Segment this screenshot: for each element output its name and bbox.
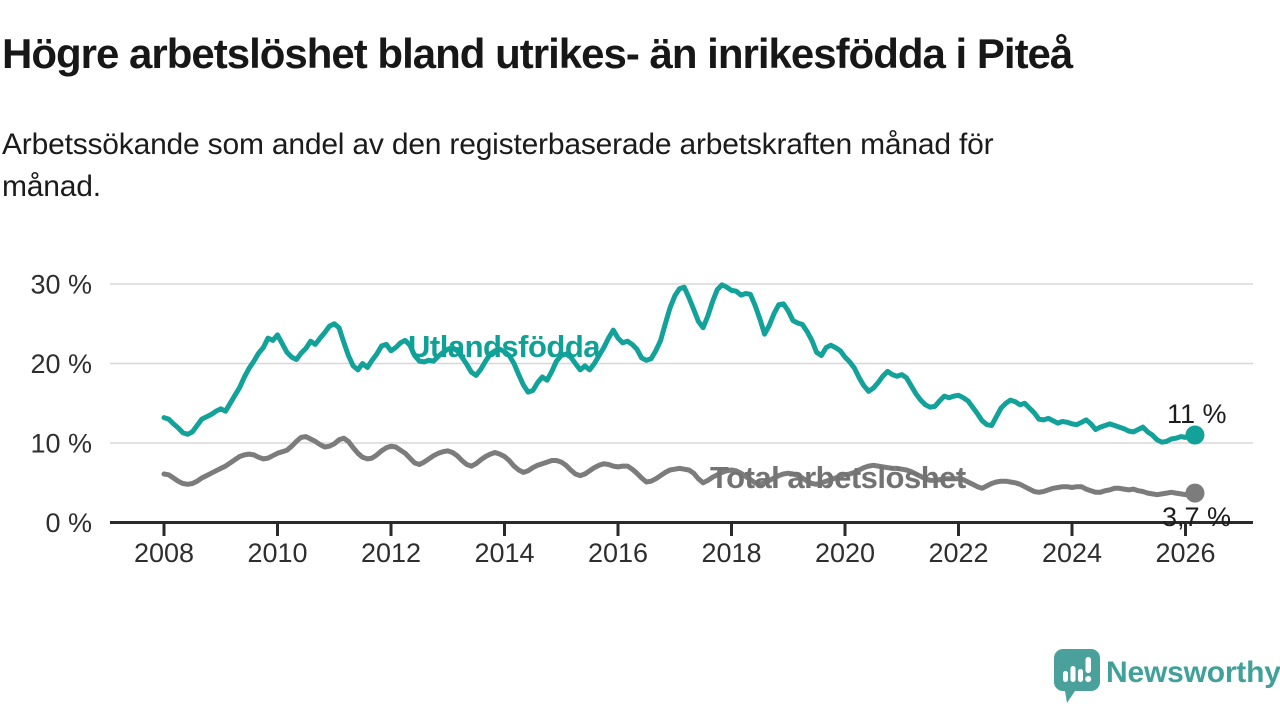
series-line-utlandsfodda [161, 282, 1198, 445]
page-title: Högre arbetslöshet bland utrikes- än inr… [2, 30, 1073, 77]
series-end-dot-total [1185, 483, 1205, 503]
end-value-label-utlandsfodda: 11 % [1167, 399, 1227, 429]
newsworthy-logo-icon [1054, 649, 1100, 703]
x-tick-label: 2014 [474, 538, 534, 568]
series-label-total-arbetsloshet: Total arbetslöshet [710, 460, 966, 495]
chart-subtitle: Arbetssökande som andel av den registerb… [2, 124, 994, 208]
x-tick-label: 2012 [361, 538, 421, 568]
y-tick-label: 30 % [30, 270, 92, 300]
series-end-dot-utlandsfodda [1185, 425, 1205, 445]
x-tick-label: 2010 [247, 538, 307, 568]
y-tick-label: 10 % [30, 429, 92, 459]
x-tick-label: 2026 [1155, 538, 1215, 568]
y-tick-label: 20 % [30, 349, 92, 379]
logo-bar-1 [1063, 671, 1068, 682]
x-tick-label: 2016 [588, 538, 648, 568]
newsworthy-logo: Newsworthy [1053, 647, 1280, 707]
x-tick-label: 2020 [815, 538, 875, 568]
series-line-total-arbetsloshet [161, 434, 1198, 498]
x-tick-label: 2018 [701, 538, 761, 568]
x-tick-label: 2024 [1042, 538, 1102, 568]
logo-bar-3 [1078, 669, 1083, 682]
logo-speech-bubble [1054, 649, 1100, 703]
x-tick-label: 2008 [134, 538, 194, 568]
series-label-utlandsfodda: Utlandsfödda [408, 329, 601, 364]
subtitle-line-2: månad. [2, 170, 101, 203]
x-tick-label: 2022 [928, 538, 988, 568]
newsworthy-logo-text: Newsworthy [1106, 656, 1280, 689]
logo-exclamation-dot [1085, 676, 1092, 682]
logo-exclamation-stem [1085, 657, 1091, 673]
logo-bar-2 [1070, 666, 1076, 682]
subtitle-line-1: Arbetssökande som andel av den registerb… [2, 128, 994, 161]
y-tick-label: 0 % [45, 508, 92, 538]
end-value-label-total: 3,7 % [1162, 502, 1232, 532]
